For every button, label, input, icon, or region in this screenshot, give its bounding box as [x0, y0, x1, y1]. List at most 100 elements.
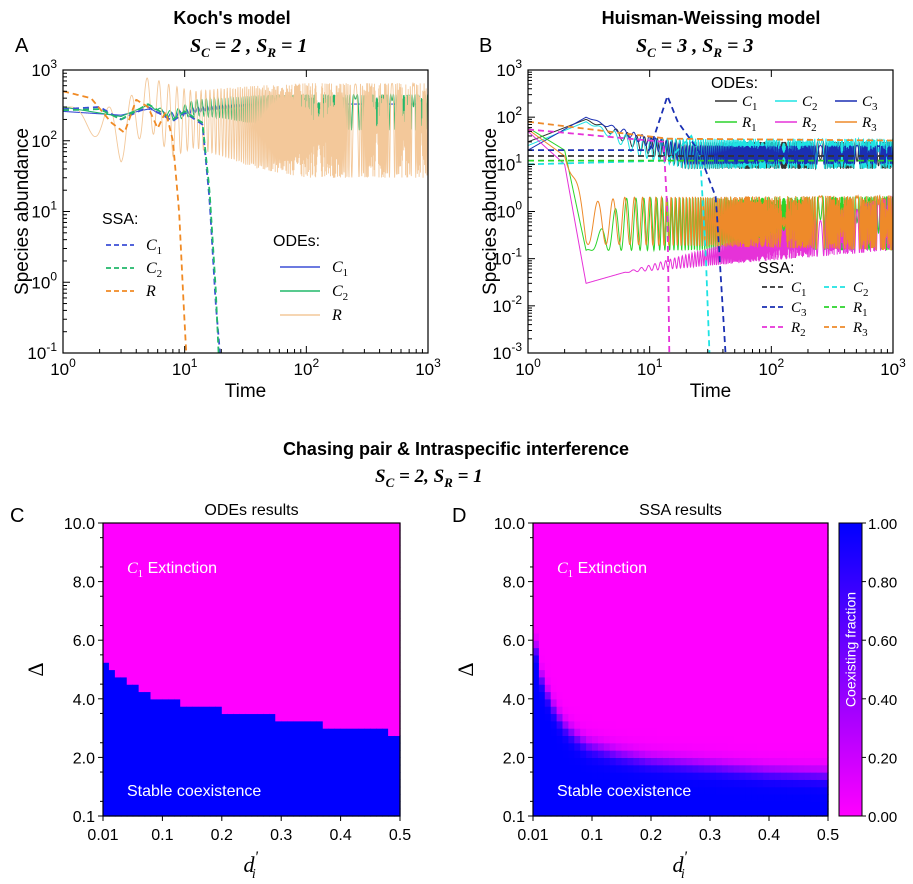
heat-cell	[786, 757, 794, 766]
heat-cell	[822, 581, 829, 590]
heat-cell	[698, 698, 705, 707]
heat-cell	[388, 786, 395, 795]
heat-cell	[233, 742, 241, 751]
heat-cell	[680, 530, 687, 539]
heat-cell	[114, 588, 122, 597]
heat-cell	[810, 552, 817, 561]
heat-cell	[376, 698, 383, 707]
heat-cell	[615, 662, 623, 671]
heat-cell	[168, 559, 175, 568]
heat-cell	[621, 544, 628, 553]
heat-cell	[627, 588, 634, 597]
heat-cell	[533, 574, 540, 583]
heat-cell	[352, 647, 360, 656]
heat-cell	[562, 772, 569, 780]
heat-cell	[388, 603, 395, 612]
heat-cell	[293, 640, 300, 649]
heat-cell	[733, 713, 741, 722]
heat-cell	[316, 735, 324, 744]
heat-cell	[615, 596, 623, 605]
heat-cell	[680, 808, 687, 817]
heat-cell	[269, 808, 276, 817]
heat-cell	[680, 574, 687, 583]
heat-cell	[674, 588, 682, 597]
heat-cell	[597, 698, 605, 707]
heat-cell	[798, 574, 805, 583]
heat-cell	[627, 764, 634, 773]
heat-cell	[645, 566, 652, 575]
heat-cell	[150, 684, 158, 693]
heat-cell	[751, 618, 758, 627]
heat-cell	[227, 574, 235, 583]
heat-cell	[798, 588, 805, 597]
heat-cell	[203, 698, 211, 707]
heat-cell	[556, 735, 564, 744]
heat-cell	[394, 750, 401, 758]
heat-cell	[251, 706, 259, 715]
heat-cell	[609, 794, 617, 802]
heat-cell	[792, 523, 800, 531]
heat-cell	[662, 625, 670, 634]
heat-cell	[586, 779, 593, 788]
heat-cell	[769, 662, 776, 671]
heat-cell	[816, 698, 823, 707]
heat-cell	[209, 706, 217, 715]
heat-cell	[192, 544, 199, 553]
heat-cell	[180, 669, 187, 678]
heat-cell	[370, 647, 377, 656]
heat-cell	[114, 720, 122, 729]
heat-cell	[299, 764, 306, 773]
heat-cell	[562, 581, 569, 590]
heat-cell	[328, 632, 336, 641]
heat-cell	[316, 772, 324, 780]
heat-cell	[180, 676, 187, 685]
heat-cell	[382, 676, 389, 685]
heat-cell	[686, 574, 693, 583]
heat-cell	[786, 654, 794, 663]
heat-cell	[126, 647, 134, 656]
heat-cell	[757, 603, 764, 612]
heat-cell	[562, 559, 569, 568]
heat-cell	[316, 581, 324, 590]
heat-cell	[692, 530, 699, 539]
heat-cell	[615, 757, 623, 766]
heat-cell	[597, 588, 605, 597]
heat-cell	[299, 603, 306, 612]
heat-cell	[745, 654, 752, 663]
heat-cell	[221, 603, 229, 612]
heat-cell	[674, 764, 682, 773]
heat-cell	[751, 559, 758, 568]
heat-cell	[340, 603, 348, 612]
heat-cell	[698, 559, 705, 568]
heat-cell	[275, 574, 282, 583]
heat-cell	[733, 559, 741, 568]
heat-cell	[233, 559, 241, 568]
heat-cell	[710, 603, 717, 612]
heat-cell	[592, 698, 599, 707]
heat-cell	[780, 764, 788, 773]
heat-cell	[550, 618, 558, 627]
heat-cell	[304, 801, 312, 810]
heat-cell	[382, 801, 389, 810]
heat-cell	[132, 596, 140, 605]
heat-cell	[562, 728, 569, 737]
heat-cell	[780, 669, 788, 678]
heat-cell	[162, 581, 169, 590]
heat-cell	[334, 735, 342, 744]
heat-cell	[293, 669, 300, 678]
heat-cell	[645, 523, 652, 531]
heat-cell	[733, 786, 741, 795]
heat-cell	[304, 662, 312, 671]
heat-cell	[251, 801, 259, 810]
heat-cell	[662, 537, 670, 546]
heat-cell	[186, 523, 193, 531]
heat-cell	[804, 742, 811, 751]
heat-cell	[774, 713, 782, 722]
heat-cell	[533, 794, 540, 802]
heat-cell	[798, 537, 805, 546]
heat-cell	[550, 684, 558, 693]
heat-cell	[580, 559, 587, 568]
heat-cell	[651, 596, 658, 605]
